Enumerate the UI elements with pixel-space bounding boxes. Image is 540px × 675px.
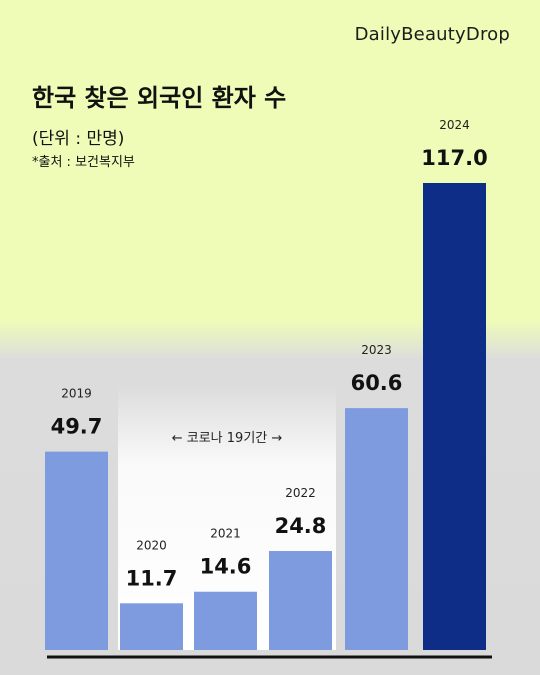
value-label-2024: 117.0 <box>421 146 487 170</box>
bar-2020 <box>120 603 183 650</box>
year-label-2020: 2020 <box>136 538 167 552</box>
year-label-2024: 2024 <box>439 118 470 132</box>
year-label-2022: 2022 <box>285 486 316 500</box>
year-label-2021: 2021 <box>210 527 241 541</box>
brand-logo-text: DailyBeautyDrop <box>354 24 510 45</box>
year-label-2019: 2019 <box>61 387 92 401</box>
value-label-2020: 11.7 <box>126 566 178 590</box>
value-label-2023: 60.6 <box>351 371 403 395</box>
bar-2019 <box>45 451 108 650</box>
value-label-2021: 14.6 <box>200 555 252 579</box>
value-label-2019: 49.7 <box>51 415 103 439</box>
year-label-2023: 2023 <box>361 343 392 357</box>
bar-2021 <box>194 591 257 650</box>
value-label-2022: 24.8 <box>275 514 327 538</box>
bar-2023 <box>345 408 408 650</box>
unit-note: (단위 : 만명) <box>32 129 125 149</box>
source-note: *출처 : 보건복지부 <box>32 155 135 170</box>
bar-2024 <box>423 183 486 650</box>
bar-2022 <box>269 551 332 650</box>
covid-period-label: ← 코로나 19기간 → <box>171 431 283 446</box>
chart-title: 한국 찾은 외국인 환자 수 <box>32 84 287 112</box>
